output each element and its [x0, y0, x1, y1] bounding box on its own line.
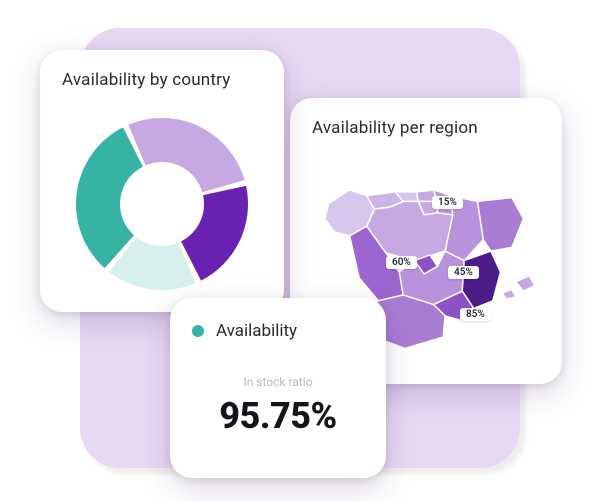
map-region-baleares: [516, 276, 535, 291]
kpi-subtitle: In stock ratio: [170, 375, 386, 389]
map-region-catalunya: [478, 198, 524, 251]
donut-segment: [128, 118, 244, 192]
donut-svg: [62, 104, 262, 304]
country-donut-chart: [40, 98, 284, 322]
map-value-label: 15%: [432, 196, 463, 209]
map-value-label: 45%: [448, 266, 479, 279]
map-region-baleares2: [502, 289, 515, 299]
kpi-dot-icon: [192, 325, 204, 337]
donut-segment: [181, 186, 248, 281]
availability-kpi-card: Availability In stock ratio 95.75%: [170, 298, 386, 478]
kpi-title: Availability: [216, 321, 297, 341]
region-map-title: Availability per region: [290, 98, 562, 148]
kpi-value: 95.75%: [170, 395, 386, 437]
country-donut-title: Availability by country: [40, 50, 284, 98]
country-donut-card: Availability by country: [40, 50, 284, 312]
dashboard-mock: { "canvas": { "w": 600, "h": 501 }, "bac…: [0, 0, 600, 501]
map-value-label: 60%: [386, 256, 417, 269]
map-value-label: 85%: [460, 308, 491, 321]
